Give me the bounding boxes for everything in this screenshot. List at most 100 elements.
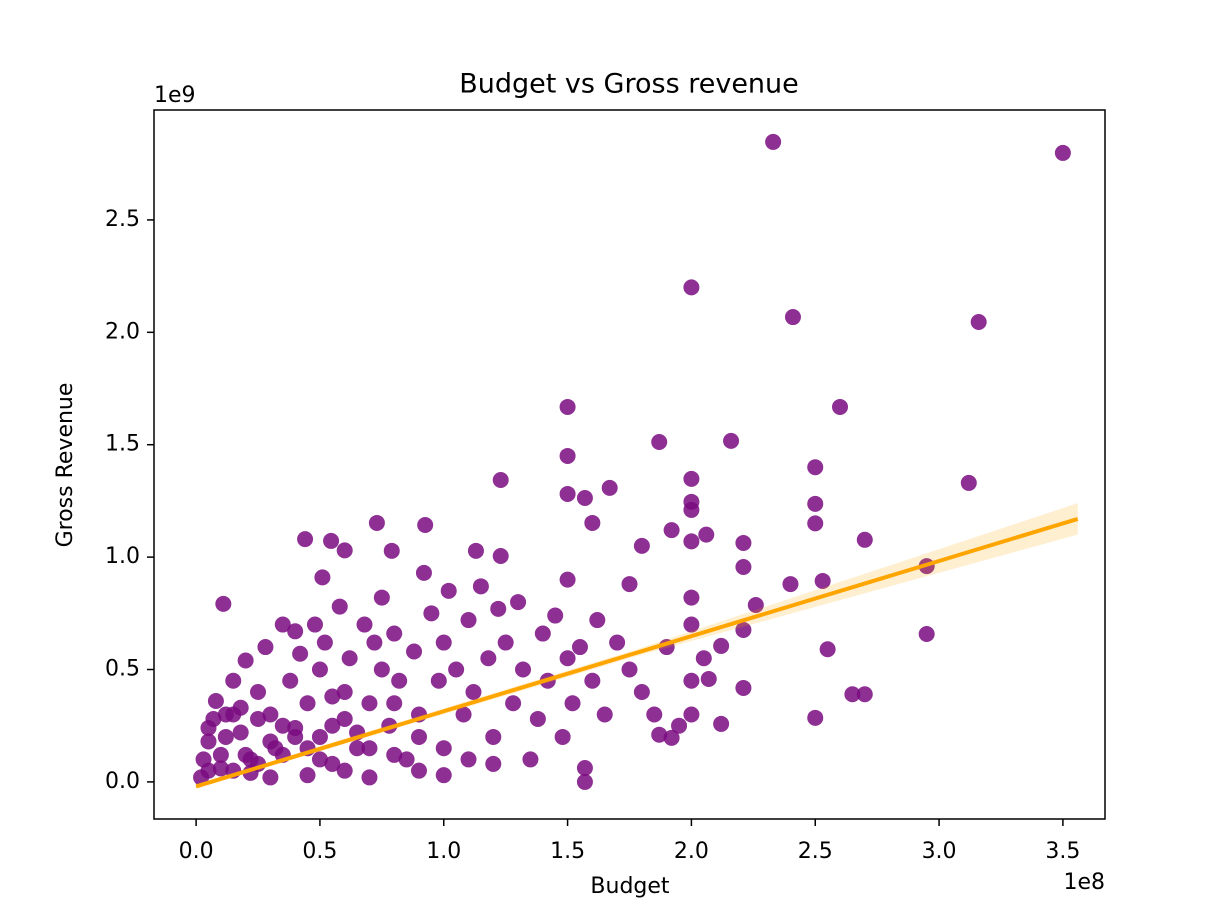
scatter-point: [584, 514, 601, 531]
scatter-point: [287, 623, 304, 640]
scatter-point: [311, 751, 328, 768]
y-tick-label: 2.5: [105, 207, 140, 232]
scatter-point: [559, 485, 576, 502]
scatter-point: [336, 710, 353, 727]
scatter-point: [336, 683, 353, 700]
scatter-point: [747, 596, 764, 613]
scatter-point: [215, 595, 232, 612]
scatter-point: [621, 661, 638, 678]
scatter-point: [193, 769, 210, 786]
scatter-point: [663, 522, 680, 539]
scatter-point: [200, 733, 217, 750]
y-tick-label: 1.5: [105, 432, 140, 457]
x-tick-label: 0.5: [302, 839, 337, 864]
scatter-point: [250, 683, 267, 700]
scatter-point: [571, 639, 588, 656]
scatter-point: [485, 755, 502, 772]
scatter-point: [559, 398, 576, 415]
scatter-point: [765, 133, 782, 150]
scatter-point: [844, 686, 861, 703]
scatter-point: [225, 672, 242, 689]
scatter-point: [440, 582, 457, 599]
scatter-point: [212, 746, 229, 763]
scatter-point: [207, 692, 224, 709]
scatter-point: [547, 607, 564, 624]
scatter-point: [386, 746, 403, 763]
scatter-point: [683, 672, 700, 689]
scatter-point: [735, 679, 752, 696]
scatter-point: [559, 447, 576, 464]
scatter-point: [596, 706, 613, 723]
x-tick-label: 2.0: [674, 839, 709, 864]
scatter-point: [723, 432, 740, 449]
scatter-point: [349, 740, 366, 757]
y-axis-label: Gross Revenue: [53, 383, 78, 548]
scatter-point: [497, 634, 514, 651]
scatter-point: [683, 616, 700, 633]
scatter-point: [232, 724, 249, 741]
scatter-point: [735, 621, 752, 638]
scatter-point: [373, 661, 390, 678]
scatter-point: [324, 755, 341, 772]
scatter-point: [700, 670, 717, 687]
scatter-point: [564, 695, 581, 712]
axes-frame: [153, 109, 1106, 820]
scatter-point: [505, 695, 522, 712]
scatter-point: [262, 769, 279, 786]
scatter-point: [970, 313, 987, 330]
scatter-point: [282, 672, 299, 689]
scatter-point: [217, 728, 234, 745]
x-tick-label: 3.5: [1045, 839, 1080, 864]
scatter-point: [311, 661, 328, 678]
scatter-point: [373, 589, 390, 606]
scatter-point: [492, 547, 509, 564]
scatter-point: [435, 767, 452, 784]
scatter-point: [361, 695, 378, 712]
scatter-point: [782, 576, 799, 593]
scatter-point: [554, 728, 571, 745]
scatter-point: [646, 706, 663, 723]
scatter-point: [698, 526, 715, 543]
scatter-point: [480, 650, 497, 667]
scatter-point: [324, 688, 341, 705]
scatter-point: [341, 650, 358, 667]
scatter-point: [195, 751, 212, 768]
scatter-point: [633, 537, 650, 554]
scatter-point: [331, 598, 348, 615]
confidence-band: [196, 503, 1078, 789]
scatter-point: [784, 309, 801, 326]
scatter-point: [386, 625, 403, 642]
scatter-point: [386, 695, 403, 712]
scatter-point: [257, 639, 274, 656]
scatter-point: [455, 706, 472, 723]
scatter-point: [589, 612, 606, 629]
plot-area: [193, 133, 1079, 790]
scatter-point: [819, 641, 836, 658]
scatter-point: [515, 661, 532, 678]
scatter-point: [336, 762, 353, 779]
scatter-point: [633, 683, 650, 700]
scatter-point: [683, 706, 700, 723]
scatter-point: [807, 459, 824, 476]
scatter-point: [366, 634, 383, 651]
scatter-point: [299, 695, 316, 712]
scatter-point: [529, 710, 546, 727]
scatter-point: [415, 564, 432, 581]
scatter-point: [807, 709, 824, 726]
scatter-point: [368, 514, 385, 531]
x-tick-label: 0.0: [179, 839, 214, 864]
scatter-point: [423, 605, 440, 622]
scatter-point: [856, 531, 873, 548]
scatter-point: [609, 634, 626, 651]
scatter-point: [292, 645, 309, 662]
scatter-point: [814, 572, 831, 589]
scatter-point: [683, 470, 700, 487]
scatter-point: [299, 767, 316, 784]
scatter-point: [510, 594, 527, 611]
scatter-point: [735, 559, 752, 576]
scatter-point: [324, 717, 341, 734]
scatter-point: [651, 726, 668, 743]
scatter-point: [314, 569, 331, 586]
scatter-point: [601, 479, 618, 496]
